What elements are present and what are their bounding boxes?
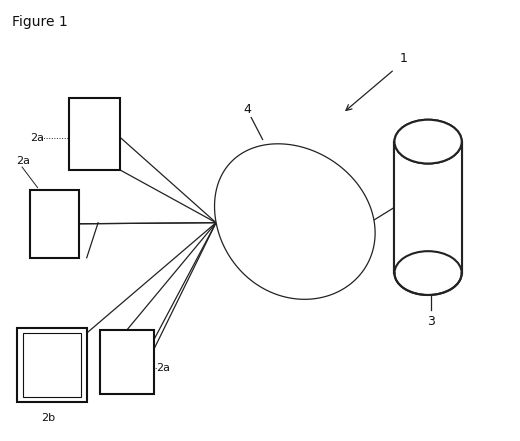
Bar — [23, 333, 81, 397]
Bar — [30, 190, 79, 258]
Bar — [69, 98, 120, 170]
Text: 3: 3 — [427, 315, 435, 328]
Ellipse shape — [395, 251, 462, 295]
Text: 2a: 2a — [30, 133, 44, 142]
Ellipse shape — [395, 120, 462, 164]
Text: 2a: 2a — [16, 157, 30, 166]
Bar — [17, 328, 87, 402]
Ellipse shape — [395, 120, 462, 164]
Text: 1: 1 — [400, 52, 408, 65]
Bar — [395, 142, 462, 273]
Text: 4: 4 — [243, 103, 251, 116]
Polygon shape — [215, 144, 375, 299]
Text: Figure 1: Figure 1 — [12, 15, 68, 29]
Text: 2a: 2a — [157, 363, 171, 373]
Bar — [100, 330, 154, 394]
Text: 2b: 2b — [41, 413, 56, 423]
